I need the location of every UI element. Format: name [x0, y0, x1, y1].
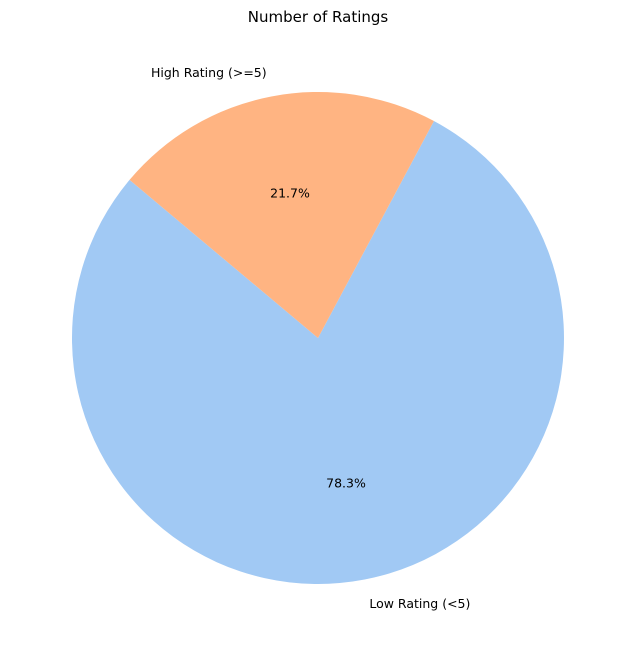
pie-percent-label-1: 21.7% [270, 186, 310, 201]
pie-percent-label-0: 78.3% [326, 475, 366, 490]
pie-slice-1 [129, 92, 434, 338]
pie-category-label-1: High Rating (>=5) [151, 65, 267, 80]
pie-slices [71, 92, 564, 585]
pie-category-label-0: Low Rating (<5) [369, 596, 470, 611]
pie-slice-0 [71, 121, 564, 585]
pie-labels: 78.3% Low Rating (<5) 21.7% High Rating (>=… [151, 65, 470, 611]
chart-title: Number of Ratings [248, 8, 389, 26]
